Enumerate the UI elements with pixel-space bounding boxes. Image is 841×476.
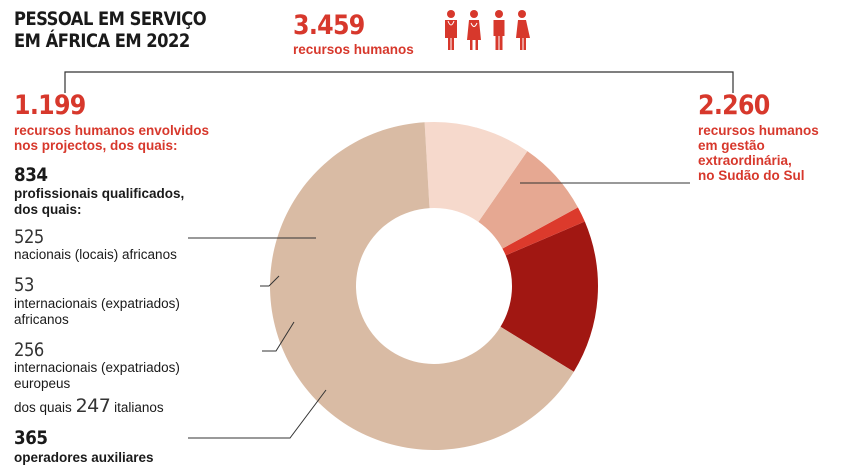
page-title: PESSOAL EM SERVIÇO EM ÁFRICA EM 2022 [14,8,220,52]
slice-auxiliary [424,122,528,222]
qualified-label-line-1: profissionais qualificados, [14,186,185,201]
slice-expat-europe [478,151,578,249]
qualified-label: profissionais qualificados, dos quais: [14,186,184,218]
qualified-label-line-2: dos quais: [14,202,82,217]
doctor-icon [445,10,457,50]
slice-local [500,221,598,372]
man-icon [493,10,505,50]
woman-icon [516,10,530,50]
bracket-line [64,71,734,93]
donut-chart [269,122,598,450]
expat-europe-label: internacionais (expatriados) europeus [14,360,180,392]
expat-africa-label-line-2: africanos [14,312,69,327]
sudan-label-line-3: extraordinária, [698,153,792,168]
nurse-icon [467,10,481,50]
expat-africa-label: internacionais (expatriados) africanos [14,296,180,328]
slice-sudan [269,122,574,450]
title-line-2: EM ÁFRICA EM 2022 [14,30,190,52]
local-value: 525 [14,226,44,248]
expat-africa-label-line-1: internacionais (expatriados) [14,296,180,311]
total-label: recursos humanos [293,42,414,57]
people-icons [445,10,530,50]
sudan-label-line-4: no Sudão do Sul [698,168,805,183]
expat-europe-value: 256 [14,339,44,361]
projects-value: 1.199 [14,90,86,121]
leader-line-53 [260,275,280,287]
projects-label-line-2: nos projectos, dos quais: [14,138,178,153]
title-line-1: PESSOAL EM SERVIÇO [14,8,207,30]
italians-prefix: dos quais [14,400,72,415]
expat-africa-value: 53 [14,274,34,296]
sudan-value: 2.260 [698,90,770,121]
italians-value: 247 [75,395,111,417]
slice-expat-africa [502,207,585,256]
leader-line-256 [262,321,295,352]
sudan-label-line-1: recursos humanos [698,123,819,138]
local-label: nacionais (locais) africanos [14,247,177,262]
total-value: 3.459 [293,10,365,41]
leader-line-365 [188,389,327,439]
sudan-label: recursos humanos em gestão extraordinári… [698,123,819,183]
qualified-value: 834 [14,164,48,186]
sudan-label-line-2: em gestão [698,138,765,153]
italians-suffix: italianos [114,400,164,415]
projects-label: recursos humanos envolvidos nos projecto… [14,123,209,153]
expat-europe-label-line-2: europeus [14,376,71,391]
projects-label-line-1: recursos humanos envolvidos [14,123,210,138]
expat-europe-label-line-1: internacionais (expatriados) [14,360,180,375]
leader-lines [188,182,690,439]
auxiliary-label: operadores auxiliares [14,450,154,465]
italians-line: dos quais 247 italianos [14,395,164,417]
auxiliary-value: 365 [14,427,48,449]
